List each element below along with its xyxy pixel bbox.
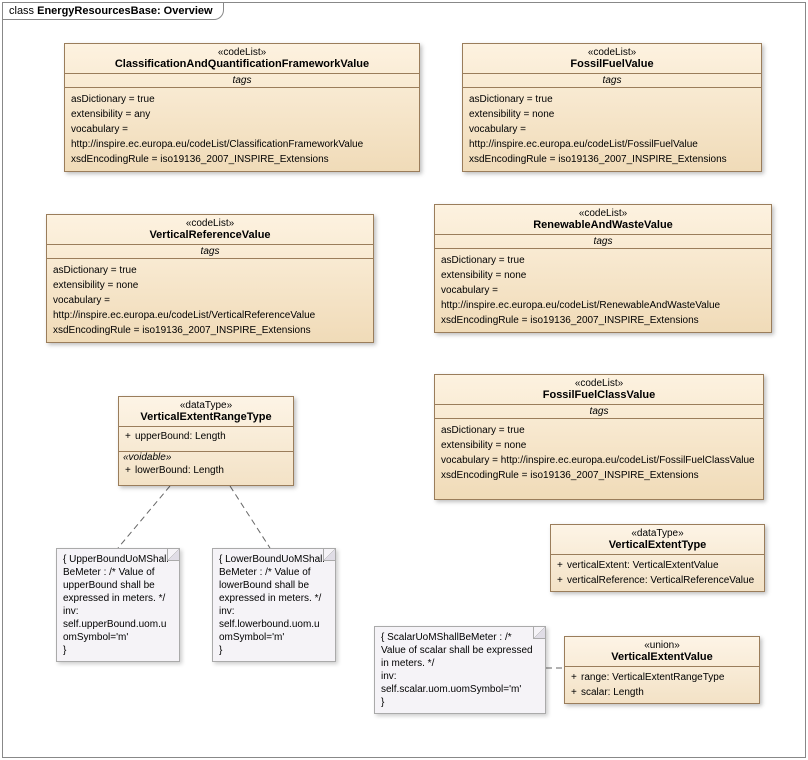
stereotype: «codeList»: [69, 47, 415, 58]
class-fossil-fuel-value: «codeList» FossilFuelValue tags asDictio…: [462, 43, 762, 172]
class-vertical-reference-value: «codeList» VerticalReferenceValue tags a…: [46, 214, 374, 343]
note-fold-icon: [323, 549, 335, 561]
frame-label-name: EnergyResourcesBase: Overview: [37, 5, 212, 17]
constraint-note-upper-bound: { UpperBoundUoMShall BeMeter : /* Value …: [56, 548, 180, 662]
attribute: +lowerBound: Length: [125, 463, 287, 478]
tag-row: vocabulary = http://inspire.ec.europa.eu…: [469, 122, 755, 152]
tag-row: xsdEncodingRule = iso19136_2007_INSPIRE_…: [71, 152, 413, 167]
stereotype: «dataType»: [123, 400, 289, 411]
class-name: VerticalExtentType: [555, 539, 760, 551]
tag-row: extensibility = none: [441, 438, 757, 453]
tag-row: extensibility = none: [441, 268, 765, 283]
class-body: asDictionary = true extensibility = any …: [65, 88, 419, 171]
stereotype: «codeList»: [439, 208, 767, 219]
attribute: +verticalReference: VerticalReferenceVal…: [557, 573, 758, 588]
class-name: VerticalExtentValue: [569, 651, 755, 663]
tag-row: vocabulary = http://inspire.ec.europa.eu…: [53, 293, 367, 323]
class-name: RenewableAndWasteValue: [439, 219, 767, 231]
note-text: { LowerBoundUoMShall BeMeter : /* Value …: [219, 553, 329, 657]
class-name: FossilFuelValue: [467, 58, 757, 70]
note-fold-icon: [533, 627, 545, 639]
note-text: { ScalarUoMShallBeMeter : /* Value of sc…: [381, 631, 539, 709]
note-text: { UpperBoundUoMShall BeMeter : /* Value …: [63, 553, 173, 657]
constraint-note-scalar: { ScalarUoMShallBeMeter : /* Value of sc…: [374, 626, 546, 714]
stereotype: «union»: [569, 640, 755, 651]
attributes-section: +range: VerticalExtentRangeType +scalar:…: [565, 667, 759, 703]
tag-row: xsdEncodingRule = iso19136_2007_INSPIRE_…: [441, 468, 757, 483]
attribute: +range: VerticalExtentRangeType: [571, 670, 753, 685]
class-header: «codeList» FossilFuelValue: [463, 44, 761, 74]
tag-row: xsdEncodingRule = iso19136_2007_INSPIRE_…: [441, 313, 765, 328]
class-header: «codeList» ClassificationAndQuantificati…: [65, 44, 419, 74]
attribute: +upperBound: Length: [125, 429, 287, 444]
tag-row: vocabulary = http://inspire.ec.europa.eu…: [71, 122, 413, 152]
tag-row: extensibility = none: [53, 278, 367, 293]
tag-row: xsdEncodingRule = iso19136_2007_INSPIRE_…: [53, 323, 367, 338]
tags-label: tags: [463, 74, 761, 88]
tag-row: asDictionary = true: [53, 263, 367, 278]
class-header: «codeList» FossilFuelClassValue: [435, 375, 763, 405]
tag-row: asDictionary = true: [469, 92, 755, 107]
class-vertical-extent-range-type: «dataType» VerticalExtentRangeType +uppe…: [118, 396, 294, 486]
class-body: asDictionary = true extensibility = none…: [435, 249, 771, 332]
class-header: «codeList» RenewableAndWasteValue: [435, 205, 771, 235]
tag-row: vocabulary = http://inspire.ec.europa.eu…: [441, 453, 757, 468]
class-header: «codeList» VerticalReferenceValue: [47, 215, 373, 245]
stereotype: «codeList»: [439, 378, 759, 389]
note-fold-icon: [167, 549, 179, 561]
class-header: «dataType» VerticalExtentRangeType: [119, 397, 293, 427]
attributes-section: +verticalExtent: VerticalExtentValue +ve…: [551, 555, 764, 591]
class-name: VerticalExtentRangeType: [123, 411, 289, 423]
tag-row: asDictionary = true: [71, 92, 413, 107]
tags-label: tags: [47, 245, 373, 259]
stereotype: «codeList»: [467, 47, 757, 58]
tag-row: extensibility = none: [469, 107, 755, 122]
tag-row: vocabulary = http://inspire.ec.europa.eu…: [441, 283, 765, 313]
class-body: asDictionary = true extensibility = none…: [47, 259, 373, 342]
tags-label: tags: [435, 235, 771, 249]
frame-label-prefix: class: [9, 5, 37, 17]
class-body: asDictionary = true extensibility = none…: [463, 88, 761, 171]
attributes-section: +upperBound: Length: [119, 427, 293, 452]
attribute: +verticalExtent: VerticalExtentValue: [557, 558, 758, 573]
voidable-label: «voidable»: [119, 452, 293, 463]
class-name: VerticalReferenceValue: [51, 229, 369, 241]
tags-label: tags: [65, 74, 419, 88]
class-classification-framework-value: «codeList» ClassificationAndQuantificati…: [64, 43, 420, 172]
constraint-note-lower-bound: { LowerBoundUoMShall BeMeter : /* Value …: [212, 548, 336, 662]
attributes-section: +lowerBound: Length: [119, 463, 293, 486]
class-header: «dataType» VerticalExtentType: [551, 525, 764, 555]
tag-row: asDictionary = true: [441, 423, 757, 438]
class-vertical-extent-type: «dataType» VerticalExtentType +verticalE…: [550, 524, 765, 592]
attribute: +scalar: Length: [571, 685, 753, 700]
class-fossil-fuel-class-value: «codeList» FossilFuelClassValue tags asD…: [434, 374, 764, 500]
stereotype: «dataType»: [555, 528, 760, 539]
class-body: asDictionary = true extensibility = none…: [435, 419, 763, 499]
class-header: «union» VerticalExtentValue: [565, 637, 759, 667]
tag-row: asDictionary = true: [441, 253, 765, 268]
class-name: FossilFuelClassValue: [439, 389, 759, 401]
tags-label: tags: [435, 405, 763, 419]
tag-row: extensibility = any: [71, 107, 413, 122]
class-name: ClassificationAndQuantificationFramework…: [69, 58, 415, 70]
class-renewable-and-waste-value: «codeList» RenewableAndWasteValue tags a…: [434, 204, 772, 333]
stereotype: «codeList»: [51, 218, 369, 229]
class-vertical-extent-value: «union» VerticalExtentValue +range: Vert…: [564, 636, 760, 704]
tag-row: xsdEncodingRule = iso19136_2007_INSPIRE_…: [469, 152, 755, 167]
frame-label: class EnergyResourcesBase: Overview: [3, 3, 224, 20]
